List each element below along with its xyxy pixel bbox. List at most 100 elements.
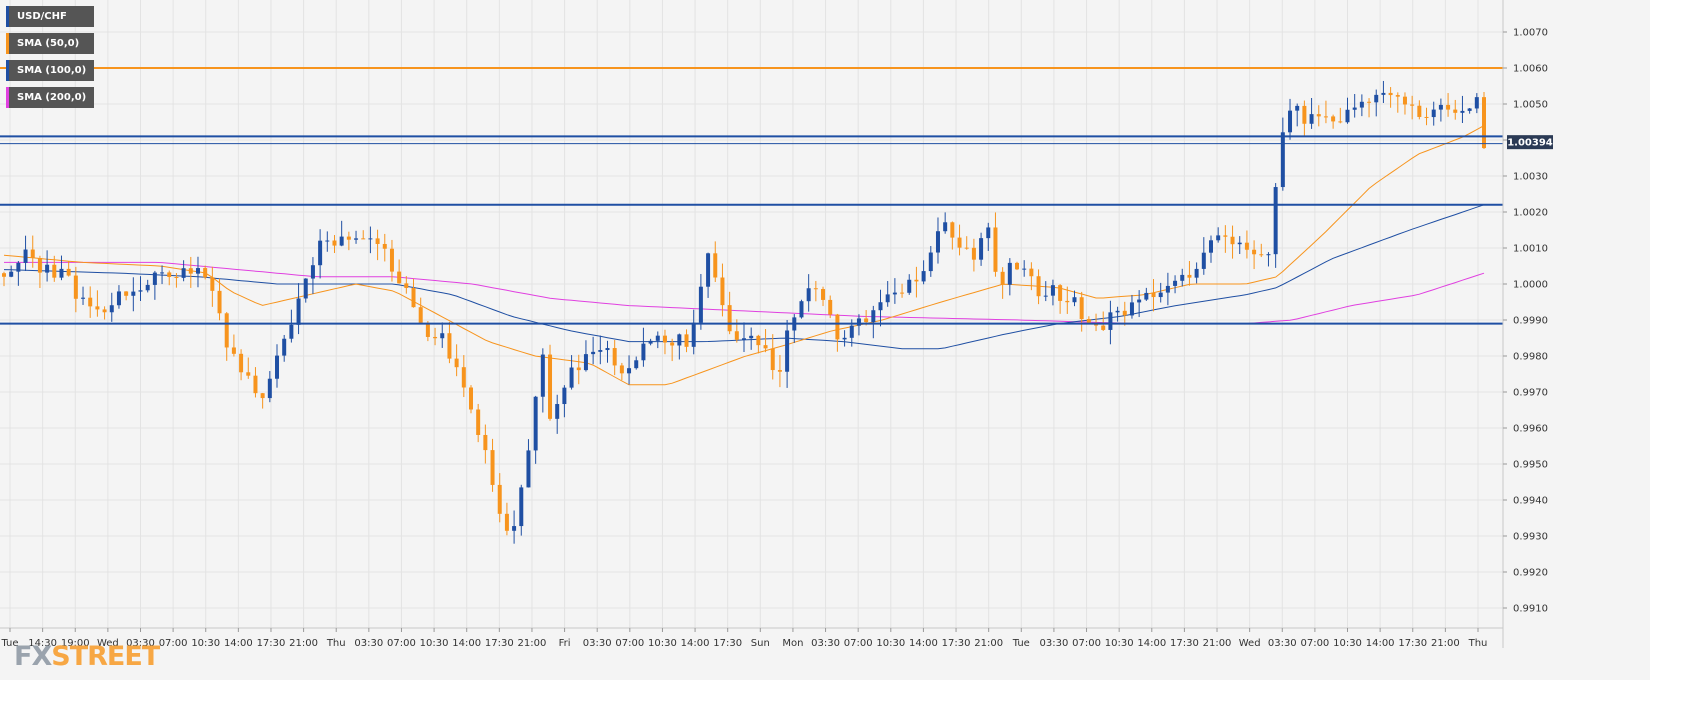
candle-body xyxy=(246,372,251,376)
candle-body xyxy=(418,307,423,323)
candle-body xyxy=(504,513,509,531)
logo-street: STREET xyxy=(51,641,160,672)
legend-item-usdchf[interactable]: USD/CHF xyxy=(6,6,95,27)
x-tick-label: Wed xyxy=(97,638,119,649)
candle-body xyxy=(1129,302,1134,316)
candle-body xyxy=(569,367,574,388)
candle-body xyxy=(195,268,200,274)
candle-body xyxy=(1295,105,1300,111)
candle-body xyxy=(1402,96,1407,105)
legend-swatch-sma50 xyxy=(6,33,9,54)
candle-body xyxy=(289,324,294,339)
candle-body xyxy=(1058,285,1063,301)
candle-body xyxy=(921,271,926,282)
legend-label-sma50: SMA (50,0) xyxy=(17,38,80,49)
x-tick-label: 17:30 xyxy=(1170,638,1199,649)
logo-fx: FX xyxy=(14,641,52,672)
candle-body xyxy=(1173,280,1178,286)
candle-body xyxy=(59,268,64,278)
x-tick-label: 03:30 xyxy=(126,638,155,649)
candle-body xyxy=(267,378,272,399)
candle-body xyxy=(1453,109,1458,113)
candle-body xyxy=(986,227,991,239)
candle-body xyxy=(770,348,775,371)
candle-body xyxy=(1345,109,1350,123)
legend-item-sma100[interactable]: SMA (100,0) xyxy=(6,60,95,81)
candle-body xyxy=(1352,107,1357,110)
candle-body xyxy=(648,340,653,344)
candle-body xyxy=(1201,252,1206,269)
candle-body xyxy=(116,291,121,306)
candle-body xyxy=(1180,274,1185,281)
candle-body xyxy=(483,434,488,451)
fxstreet-logo: FXSTREET xyxy=(14,641,160,672)
candle-body xyxy=(66,268,71,276)
candle-body xyxy=(964,247,969,249)
candle-body xyxy=(318,240,323,266)
candle-body xyxy=(634,360,639,369)
candle-body xyxy=(1244,242,1249,250)
candle-body xyxy=(540,354,545,397)
x-tick-label: Fri xyxy=(559,638,571,649)
y-tick-label: 1.0070 xyxy=(1513,28,1548,39)
candle-body xyxy=(971,247,976,260)
candle-body xyxy=(490,450,495,485)
candle-body xyxy=(828,299,833,315)
candle-body xyxy=(1029,268,1034,277)
candle-body xyxy=(131,291,136,296)
candle-body xyxy=(806,288,811,302)
candle-body xyxy=(497,484,502,514)
y-tick-label: 1.0000 xyxy=(1513,280,1548,291)
x-tick-label: 14:00 xyxy=(1137,638,1166,649)
candle-body xyxy=(900,292,905,294)
y-tick-label: 0.9910 xyxy=(1513,604,1548,615)
candle-body xyxy=(1273,187,1278,255)
candle-body xyxy=(1000,271,1005,285)
legend-item-sma200[interactable]: SMA (200,0) xyxy=(6,87,95,108)
candle-body xyxy=(677,334,682,346)
candle-body xyxy=(1208,240,1213,253)
candle-body xyxy=(1316,114,1321,117)
candle-body xyxy=(1043,295,1048,297)
candle-body xyxy=(138,290,143,292)
candle-body xyxy=(627,368,632,374)
legend-item-sma50[interactable]: SMA (50,0) xyxy=(6,33,95,54)
candle-body xyxy=(1467,108,1472,111)
x-tick-label: 21:00 xyxy=(518,638,547,649)
candle-body xyxy=(1474,97,1479,109)
x-tick-label: Tue xyxy=(0,638,18,649)
x-tick-label: 14:00 xyxy=(452,638,481,649)
candle-body xyxy=(368,238,373,240)
candle-body xyxy=(476,409,481,435)
candle-body xyxy=(727,305,732,332)
candle-body xyxy=(555,404,560,419)
x-tick-label: 10:30 xyxy=(420,638,449,649)
candle-body xyxy=(1108,312,1113,330)
y-tick-label: 0.9950 xyxy=(1513,460,1548,471)
candle-body xyxy=(1101,325,1106,330)
candle-body xyxy=(864,318,869,323)
candle-body xyxy=(1323,116,1328,118)
candle-body xyxy=(310,265,315,279)
candle-body xyxy=(878,302,883,311)
y-tick-label: 0.9990 xyxy=(1513,316,1548,327)
candle-body xyxy=(102,309,107,313)
candle-body xyxy=(382,243,387,249)
candle-body xyxy=(81,297,86,299)
candle-body xyxy=(52,264,57,278)
x-tick-label: 10:30 xyxy=(648,638,677,649)
x-tick-label: 21:00 xyxy=(1203,638,1232,649)
candle-body xyxy=(461,367,466,388)
y-tick-label: 0.9960 xyxy=(1513,424,1548,435)
candle-body xyxy=(325,240,330,242)
candle-body xyxy=(813,288,818,290)
x-tick-label: 21:00 xyxy=(974,638,1003,649)
candle-body xyxy=(30,249,35,259)
candle-body xyxy=(979,238,984,260)
candle-body xyxy=(404,283,409,288)
candle-body xyxy=(756,335,761,346)
candle-body xyxy=(1086,319,1091,323)
candle-body xyxy=(1072,297,1077,303)
candle-body xyxy=(720,277,725,306)
